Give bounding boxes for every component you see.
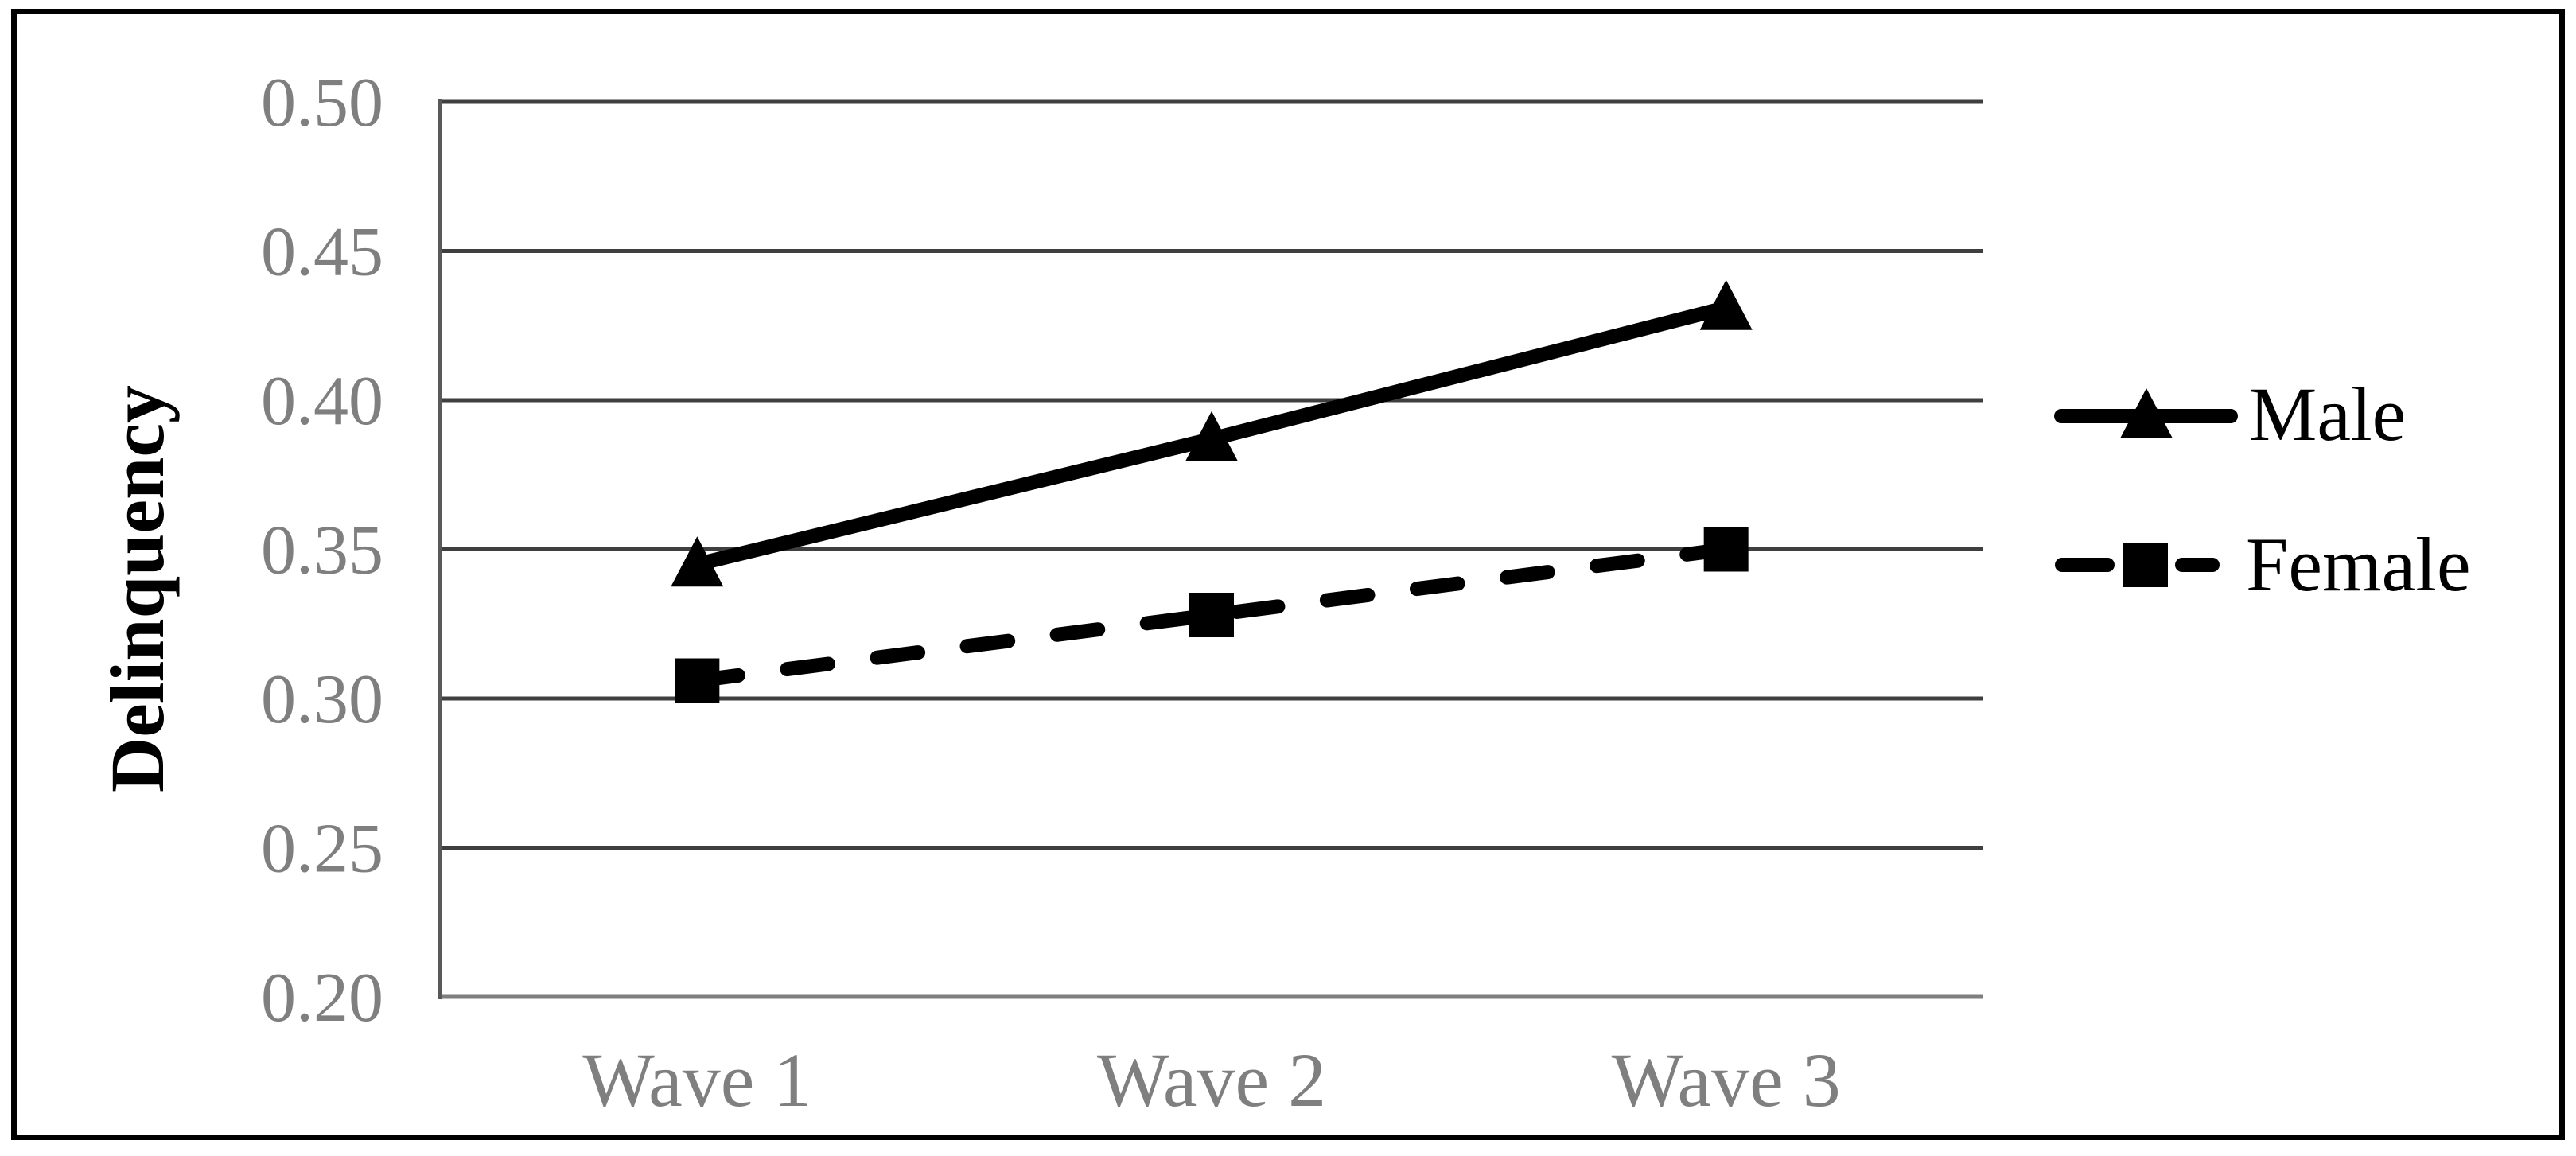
- y-tick-label: 0.45: [261, 214, 383, 291]
- y-tick-label: 0.50: [261, 64, 383, 142]
- gridline-layer: [440, 99, 1983, 850]
- male-legend-triangle-marker-icon: [2120, 388, 2173, 438]
- series-layer: [671, 279, 1753, 703]
- female-square-marker: [1703, 527, 1749, 572]
- x-category-label: Wave 1: [582, 1037, 811, 1123]
- legend-label-male: Male: [2249, 372, 2406, 457]
- male-triangle-marker: [1699, 279, 1753, 330]
- female-legend-square-marker-icon: [2123, 543, 2168, 587]
- axis-layer: [438, 99, 1983, 999]
- legend-item-female: Female: [2055, 522, 2471, 607]
- y-tick-label: 0.25: [261, 811, 383, 888]
- x-category-label: Wave 3: [1612, 1037, 1841, 1123]
- figure-border: [11, 9, 2565, 1140]
- male-triangle-marker: [1185, 411, 1238, 461]
- y-tick-label: 0.35: [261, 512, 383, 590]
- female-square-marker: [1189, 593, 1234, 637]
- y-axis-title: Delinquency: [95, 385, 180, 792]
- y-tick-label: 0.40: [261, 363, 383, 440]
- female-square-marker: [675, 658, 720, 703]
- x-category-label: Wave 2: [1097, 1037, 1326, 1123]
- y-tick-label: 0.20: [261, 959, 383, 1037]
- male-triangle-marker: [671, 536, 724, 587]
- tick-label-layer: 0.20 0.25 0.30 0.35 0.40 0.45 0.50 Wave 1 Wave 2…: [261, 64, 1841, 1123]
- legend: Male Female: [2054, 372, 2471, 607]
- y-tick-label: 0.30: [261, 661, 383, 738]
- legend-item-male: Male: [2054, 372, 2406, 457]
- female-series-line: [690, 542, 1734, 688]
- legend-label-female: Female: [2246, 522, 2471, 607]
